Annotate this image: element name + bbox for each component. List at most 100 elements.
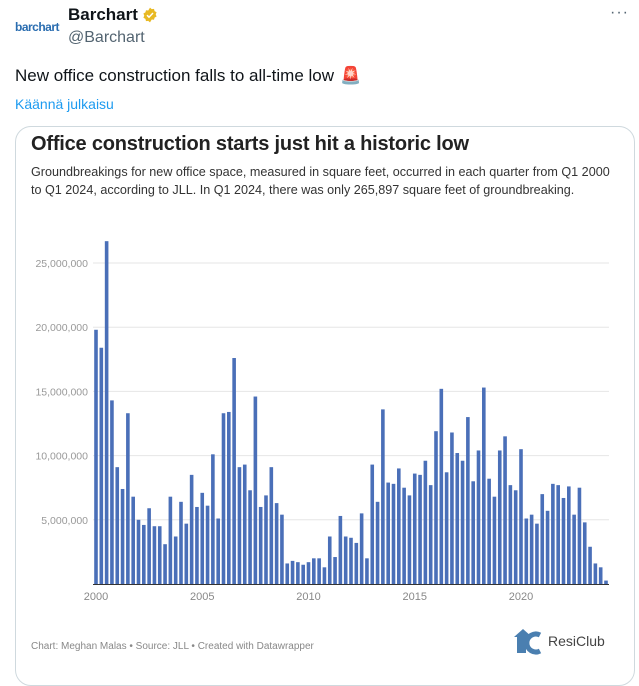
bar bbox=[110, 400, 114, 584]
translate-link[interactable]: Käännä julkaisu bbox=[15, 96, 114, 112]
bar bbox=[237, 467, 242, 584]
chart-subtitle: Groundbreakings for new office space, me… bbox=[31, 165, 610, 197]
bar bbox=[593, 563, 598, 584]
bar bbox=[492, 496, 497, 584]
bar bbox=[535, 523, 539, 584]
resiclub-logo-icon bbox=[514, 629, 542, 655]
x-tick-label: 2005 bbox=[190, 591, 214, 603]
siren-emoji-icon: 🚨 bbox=[340, 66, 362, 85]
bar bbox=[423, 460, 428, 584]
bar bbox=[264, 495, 268, 584]
author-name[interactable]: Barchart bbox=[68, 5, 158, 25]
bar bbox=[327, 536, 332, 584]
y-tick-label: 25,000,000 bbox=[35, 258, 88, 270]
bar bbox=[476, 450, 481, 584]
bar bbox=[126, 413, 130, 584]
x-tick-label: 2010 bbox=[296, 591, 320, 603]
bar bbox=[338, 515, 343, 584]
bar bbox=[290, 560, 295, 584]
bar bbox=[604, 580, 608, 584]
bar bbox=[503, 436, 507, 584]
bar bbox=[131, 496, 135, 584]
bar bbox=[556, 485, 560, 584]
bar bbox=[540, 494, 545, 584]
x-tick-label: 2015 bbox=[403, 591, 427, 603]
bar bbox=[189, 474, 194, 584]
bar bbox=[551, 483, 555, 584]
bar bbox=[397, 468, 401, 584]
bar bbox=[460, 460, 465, 584]
bar bbox=[285, 563, 290, 584]
bar bbox=[99, 347, 104, 584]
bar bbox=[173, 536, 178, 584]
bar bbox=[508, 485, 513, 584]
bar bbox=[391, 483, 396, 584]
bar bbox=[482, 387, 486, 584]
author-handle[interactable]: @Barchart bbox=[68, 29, 145, 46]
bar bbox=[232, 358, 236, 584]
bar bbox=[588, 546, 592, 584]
bar bbox=[365, 558, 369, 584]
bar bbox=[524, 518, 529, 584]
bar bbox=[280, 514, 284, 584]
bar bbox=[104, 241, 109, 584]
bar bbox=[370, 464, 375, 584]
bar bbox=[545, 510, 550, 584]
y-tick-label: 15,000,000 bbox=[35, 386, 88, 398]
post-text: New office construction falls to all-tim… bbox=[15, 66, 362, 85]
x-tick-label: 2020 bbox=[509, 591, 533, 603]
bar bbox=[242, 464, 247, 584]
bar bbox=[354, 542, 359, 584]
bar bbox=[205, 505, 210, 584]
bar bbox=[312, 558, 316, 584]
bar bbox=[115, 467, 120, 584]
bar bbox=[253, 396, 258, 584]
bar bbox=[561, 497, 566, 584]
bar bbox=[120, 488, 125, 584]
bar bbox=[274, 503, 279, 584]
bar bbox=[577, 487, 582, 584]
bar bbox=[269, 467, 274, 584]
bar bbox=[211, 454, 215, 584]
bar bbox=[455, 453, 460, 584]
bar bbox=[296, 562, 300, 584]
y-tick-label: 10,000,000 bbox=[35, 451, 88, 463]
bar bbox=[598, 567, 603, 584]
bar bbox=[450, 432, 454, 584]
bar bbox=[179, 501, 183, 584]
bar bbox=[184, 523, 189, 584]
bar bbox=[343, 536, 348, 584]
bar bbox=[306, 562, 311, 584]
bar bbox=[466, 417, 470, 584]
bar bbox=[375, 501, 380, 584]
resiclub-logo: ResiClub bbox=[512, 627, 605, 655]
x-tick-label: 2000 bbox=[84, 591, 108, 603]
bar bbox=[163, 544, 167, 584]
bar bbox=[519, 449, 523, 584]
bar bbox=[195, 506, 199, 584]
bar bbox=[497, 450, 502, 584]
bar bbox=[471, 481, 475, 584]
bar bbox=[322, 567, 327, 584]
more-options-icon[interactable]: ··· bbox=[610, 4, 629, 21]
bar bbox=[428, 485, 433, 584]
bar bbox=[359, 513, 364, 584]
bar-chart: 5,000,000 10,000,000 15,000,000 20,000,000 2… bbox=[35, 241, 609, 603]
chart-footer: Chart: Meghan Malas • Source: JLL • Crea… bbox=[31, 641, 314, 652]
bar bbox=[444, 472, 449, 584]
bar bbox=[248, 490, 252, 584]
bar bbox=[567, 486, 571, 584]
bar bbox=[582, 522, 587, 584]
bar bbox=[168, 496, 173, 584]
bar bbox=[317, 558, 321, 584]
bar bbox=[349, 537, 353, 584]
bar bbox=[381, 409, 385, 584]
bar bbox=[439, 388, 444, 584]
bar bbox=[529, 514, 534, 584]
avatar[interactable]: barchart bbox=[14, 20, 60, 34]
bar bbox=[221, 413, 226, 584]
bar bbox=[227, 411, 231, 584]
bar bbox=[434, 431, 438, 584]
bar bbox=[407, 495, 412, 584]
chart-title: Office construction starts just hit a hi… bbox=[31, 133, 469, 155]
